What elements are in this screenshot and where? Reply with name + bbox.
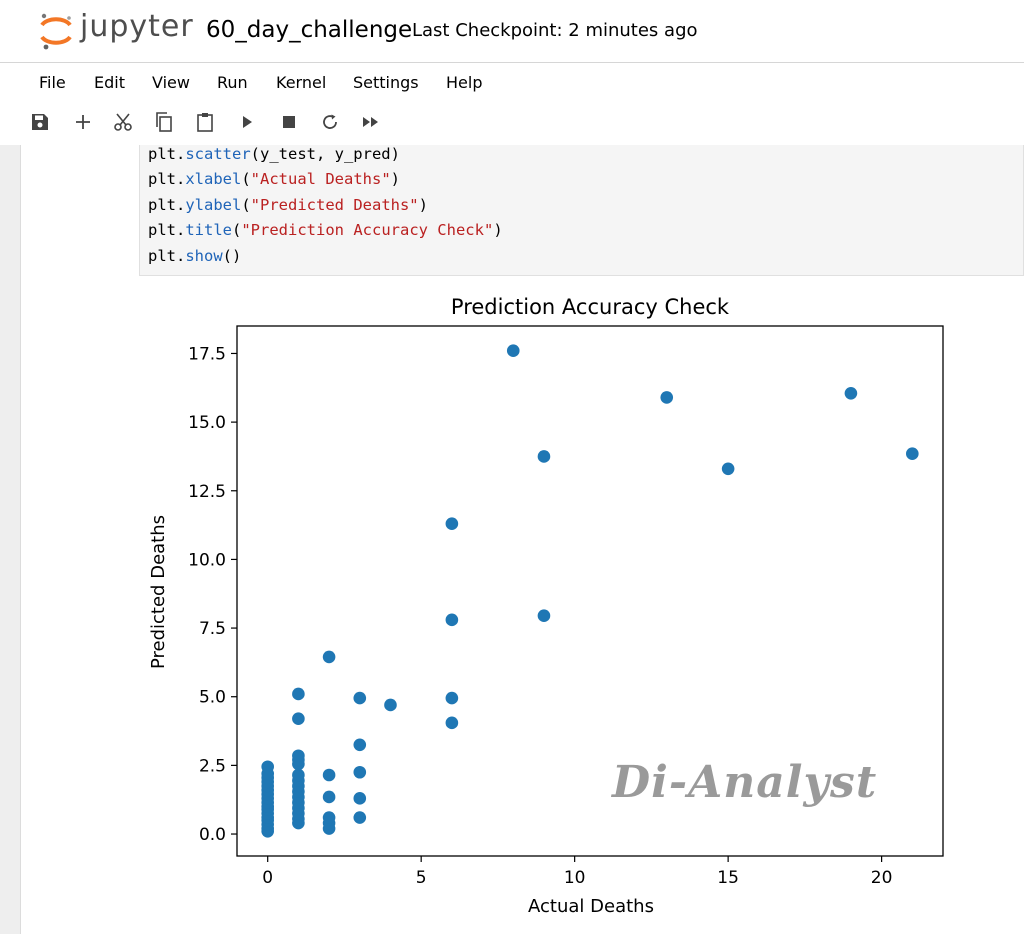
code-line: plt.show() xyxy=(148,247,242,265)
scatter-point xyxy=(353,792,367,805)
scatter-point xyxy=(322,650,336,664)
menu-edit[interactable]: Edit xyxy=(94,73,125,92)
notebook-panel xyxy=(0,145,1024,934)
scatter-point xyxy=(445,691,459,705)
scatter-point xyxy=(506,344,520,358)
scatter-point xyxy=(537,609,551,623)
header: jupyter 60_day_challenge Last Checkpoint… xyxy=(0,0,1024,62)
menu-kernel[interactable]: Kernel xyxy=(276,73,327,92)
x-tick-label: 0 xyxy=(262,868,273,888)
menu-view[interactable]: View xyxy=(152,73,190,92)
scatter-point xyxy=(660,391,674,404)
fast-forward-icon xyxy=(363,117,378,127)
scatter-point xyxy=(445,613,459,627)
watermark-text: Di-Analyst xyxy=(612,757,878,808)
code-cell[interactable]: plt.scatter(y_test, y_pred) plt.xlabel("… xyxy=(139,145,1024,276)
y-tick-label: 5.0 xyxy=(199,688,226,708)
add-cell-button[interactable] xyxy=(71,111,95,133)
checkpoint-status: Last Checkpoint: 2 minutes ago xyxy=(412,20,698,41)
y-axis-label: Predicted Deaths xyxy=(148,515,169,669)
code-line: plt.xlabel("Actual Deaths") xyxy=(148,170,400,188)
paste-button[interactable] xyxy=(193,111,217,133)
add-cell-icon xyxy=(76,115,90,129)
run-all-button[interactable] xyxy=(359,111,383,133)
scatter-point xyxy=(445,517,459,531)
scatter-point xyxy=(353,738,367,752)
x-tick-label: 5 xyxy=(416,868,427,888)
copy-icon xyxy=(156,112,172,132)
scatter-point xyxy=(537,450,551,463)
run-icon xyxy=(243,116,252,128)
scatter-point xyxy=(844,386,858,400)
save-icon xyxy=(32,114,48,130)
x-tick-label: 10 xyxy=(564,868,586,888)
menu-run[interactable]: Run xyxy=(217,73,248,92)
stop-button[interactable] xyxy=(277,111,301,133)
toolbar: Code xyxy=(0,100,1024,231)
y-tick-label: 0.0 xyxy=(199,825,226,845)
scatter-point xyxy=(292,749,305,763)
restart-button[interactable] xyxy=(318,111,342,133)
left-gutter xyxy=(0,145,21,934)
scatter-point xyxy=(906,447,919,460)
copy-button[interactable] xyxy=(152,111,176,133)
x-tick-label: 20 xyxy=(871,868,893,888)
y-tick-label: 10.0 xyxy=(188,550,226,570)
menu-file[interactable]: File xyxy=(39,73,66,92)
restart-icon xyxy=(323,114,337,129)
chart-title: Prediction Accuracy Check xyxy=(451,295,730,319)
scatter-point xyxy=(353,691,367,705)
y-tick-label: 17.5 xyxy=(188,344,226,364)
y-tick-label: 2.5 xyxy=(199,756,226,776)
y-tick-label: 12.5 xyxy=(188,482,226,502)
paste-icon xyxy=(197,113,213,132)
cut-icon xyxy=(114,113,132,131)
menu-bar: File Edit View Run Kernel Settings Help xyxy=(0,62,1024,102)
scatter-point xyxy=(384,698,397,712)
y-tick-label: 7.5 xyxy=(199,619,226,639)
menu-settings[interactable]: Settings xyxy=(353,73,419,92)
scatter-point xyxy=(353,765,367,779)
menu-help[interactable]: Help xyxy=(446,73,483,92)
scatter-point xyxy=(353,811,367,824)
y-tick-label: 15.0 xyxy=(188,413,226,433)
scatter-point xyxy=(292,687,305,701)
scatter-point xyxy=(322,768,336,782)
jupyter-logo-icon xyxy=(40,13,72,50)
stop-icon xyxy=(283,116,295,128)
scatter-point xyxy=(292,768,305,782)
scatter-point xyxy=(322,811,336,824)
run-button[interactable] xyxy=(235,111,259,133)
scatter-point xyxy=(721,462,735,476)
x-axis-label: Actual Deaths xyxy=(528,896,654,917)
save-button[interactable] xyxy=(28,111,52,133)
scatter-point xyxy=(445,716,459,730)
scatter-point xyxy=(292,712,305,725)
scatter-point xyxy=(322,790,336,804)
code-line: plt.ylabel("Predicted Deaths") xyxy=(148,196,428,214)
cut-button[interactable] xyxy=(111,111,135,133)
scatter-plot: Prediction Accuracy Check 0 5 10 15 20 0.0 2.5… xyxy=(148,295,944,917)
notebook-name[interactable]: 60_day_challenge xyxy=(206,17,413,43)
code-line: plt.title("Prediction Accuracy Check") xyxy=(148,221,503,239)
plot-frame xyxy=(236,325,944,857)
code-line: plt.scatter(y_test, y_pred) xyxy=(148,145,400,163)
scatter-point xyxy=(261,760,274,774)
x-tick-label: 15 xyxy=(717,868,739,888)
jupyter-logo-text: jupyter xyxy=(80,9,194,44)
